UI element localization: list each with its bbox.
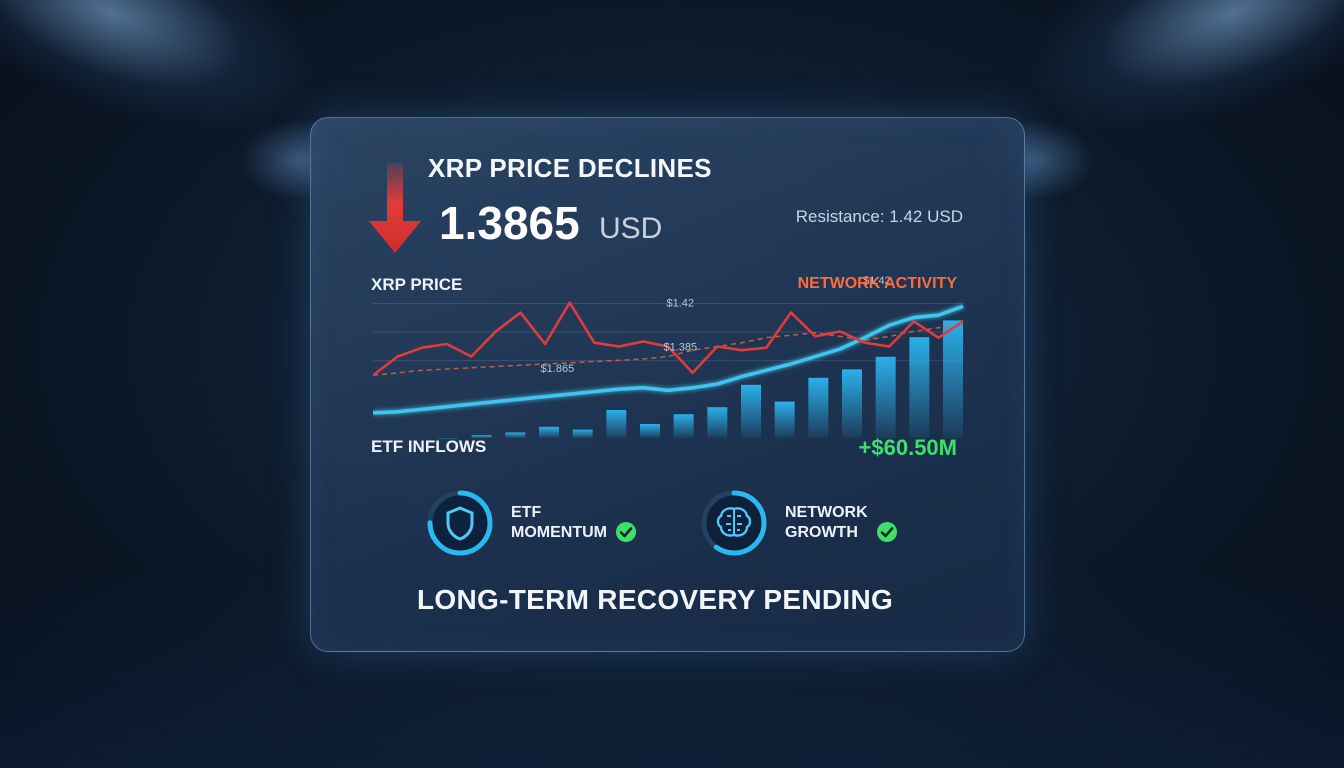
shield-icon [427,490,493,556]
metric-etf-momentum: ETF MOMENTUM [425,488,637,558]
etf-inflows-label: ETF INFLOWS [371,437,487,456]
price-annotation: $1.385 [663,342,697,354]
metric-network-growth: NETWORK GROWTH [699,488,898,558]
check-icon [615,522,636,542]
brain-icon [701,490,767,556]
etf-inflow-bar [909,337,930,438]
etf-inflow-bar [438,438,458,439]
dashboard-card: XRP PRICE DECLINES 1.3865 USD Resistance… [310,117,1025,652]
etf-inflow-bar [673,414,694,438]
etf-inflow-bar [943,320,963,438]
network-activity-line [373,304,964,415]
current-price: 1.3865 [439,197,580,249]
etf-inflow-bar [606,410,627,438]
etf-inflow-bar [842,369,862,438]
page-title: XRP PRICE DECLINES [428,153,712,183]
footer-headline: LONG-TERM RECOVERY PENDING [417,584,894,615]
price-chart: $1.42 $1.385 $1.865 $1.42 [373,275,964,439]
price-unit: USD [599,212,663,245]
check-icon [876,522,897,542]
xrp-price-label: XRP PRICE [371,275,463,294]
network-activity-label: NETWORK ACTIVITY [797,275,957,292]
xrp-price-line [373,301,964,377]
etf-inflow-value: +$60.50M [858,435,957,460]
etf-inflow-bar [471,435,492,438]
metric-line-1: ETF [511,504,542,521]
background-light-top-right [1007,0,1344,177]
etf-inflow-bar [774,401,795,438]
etf-inflow-bar [707,407,728,438]
metric-line-1: NETWORK [785,504,868,521]
etf-inflow-bar [741,384,761,438]
etf-inflow-bar [505,432,526,438]
trend-dashed-line [373,324,964,377]
background-light-top-left [0,0,337,177]
resistance-label: Resistance: 1.42 USD [795,207,963,226]
etf-inflow-bar [572,429,593,438]
metric-line-2: GROWTH [785,524,858,541]
etf-inflow-bar [875,356,896,438]
etf-inflow-bar [808,377,829,438]
metric-etf-momentum-label: ETF MOMENTUM [511,503,607,543]
down-arrow-icon [369,163,421,253]
price-annotation: $1.42 [863,275,891,287]
etf-inflow-bar [640,424,660,438]
price-annotation: $1.42 [667,298,695,310]
etf-inflow-bar [539,426,559,438]
price-annotation: $1.865 [541,363,575,375]
metric-network-growth-label: NETWORK GROWTH [785,503,868,543]
metric-line-2: MOMENTUM [511,524,607,541]
